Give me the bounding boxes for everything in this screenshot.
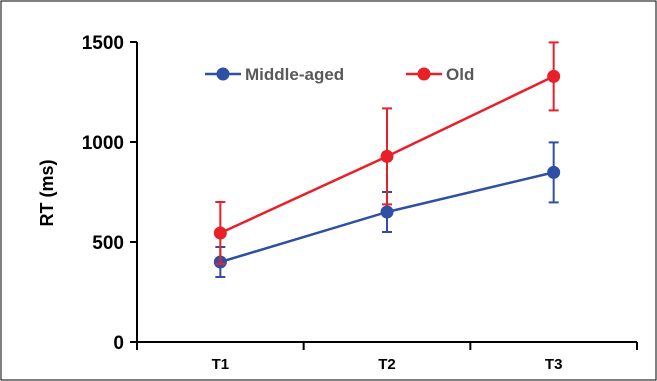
legend-item: Old	[406, 65, 474, 84]
y-tick-label: 1000	[82, 133, 124, 154]
y-axis: 0 500 1000 1500	[82, 33, 138, 354]
data-point	[380, 205, 394, 219]
x-axis: T1 T2 T3	[136, 341, 638, 373]
series-old	[213, 41, 561, 265]
data-point	[213, 226, 227, 240]
series-layer	[213, 41, 561, 278]
data-point	[547, 69, 561, 83]
y-tick-label: 1500	[82, 33, 124, 54]
data-point	[380, 149, 394, 163]
y-tick-label: 500	[92, 233, 124, 254]
legend: Middle-aged Old	[205, 65, 474, 84]
data-point	[547, 165, 561, 179]
x-tick-label: T3	[545, 356, 563, 373]
legend-label: Old	[446, 65, 474, 84]
legend-label: Middle-aged	[245, 65, 344, 84]
x-tick-label: T2	[378, 356, 396, 373]
legend-marker	[417, 67, 431, 81]
y-axis-title: RT (ms)	[37, 159, 57, 226]
legend-marker	[216, 67, 230, 81]
legend-item: Middle-aged	[205, 65, 344, 84]
y-tick-label: 0	[113, 333, 124, 354]
x-tick-label: T1	[212, 356, 230, 373]
